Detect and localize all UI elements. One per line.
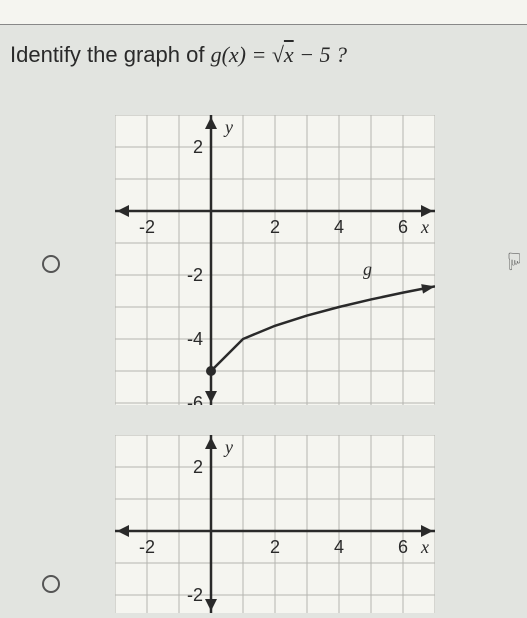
chart-2-svg: -2 2 4 6 2 -2 y x [115, 435, 435, 613]
svg-text:6: 6 [398, 537, 408, 557]
svg-text:6: 6 [398, 217, 408, 237]
svg-text:2: 2 [193, 457, 203, 477]
question-function: g(x) = √x − 5 ? [211, 42, 347, 67]
question-prefix: Identify the graph of [10, 42, 211, 67]
svg-text:-4: -4 [187, 329, 203, 349]
svg-text:-2: -2 [187, 585, 203, 605]
svg-text:y: y [223, 117, 233, 137]
svg-text:g: g [363, 259, 372, 279]
chart-1-svg: -2 2 4 6 2 -2 -4 -6 y x g [115, 115, 435, 405]
pointer-cursor-icon: ☟ [507, 248, 522, 277]
svg-text:2: 2 [270, 537, 280, 557]
svg-text:-6: -6 [187, 393, 203, 405]
svg-text:x: x [420, 537, 429, 557]
svg-text:4: 4 [334, 537, 344, 557]
page-header-fragment [0, 0, 527, 25]
question-text: Identify the graph of g(x) = √x − 5 ? [10, 42, 347, 68]
svg-text:-2: -2 [187, 265, 203, 285]
option-2-radio[interactable] [42, 575, 60, 593]
svg-text:-2: -2 [139, 537, 155, 557]
svg-text:y: y [223, 437, 233, 457]
svg-text:2: 2 [193, 137, 203, 157]
chart-option-1[interactable]: -2 2 4 6 2 -2 -4 -6 y x g [115, 115, 435, 405]
chart-option-2[interactable]: -2 2 4 6 2 -2 y x [115, 435, 435, 613]
svg-text:4: 4 [334, 217, 344, 237]
svg-text:-2: -2 [139, 217, 155, 237]
svg-text:2: 2 [270, 217, 280, 237]
svg-text:x: x [420, 217, 429, 237]
option-1-radio[interactable] [42, 255, 60, 273]
